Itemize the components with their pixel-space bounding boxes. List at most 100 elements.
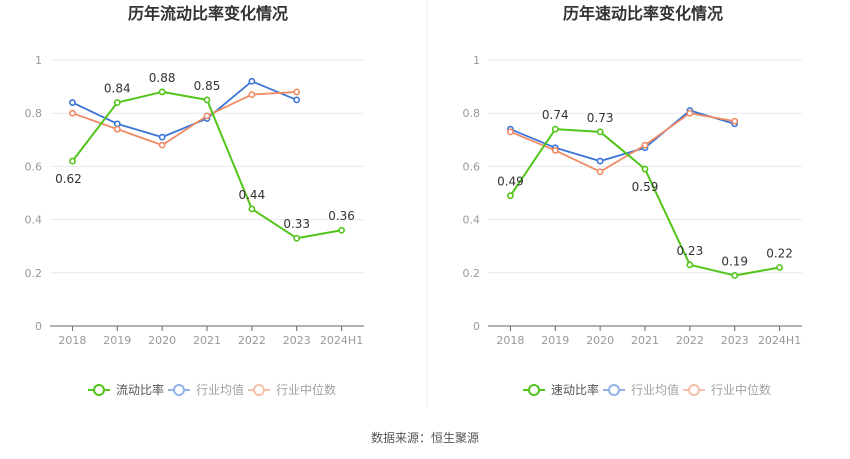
data-point (293, 96, 301, 104)
data-point (113, 125, 121, 133)
chart-title: 历年流动比率变化情况 (128, 4, 288, 23)
data-point (641, 141, 649, 149)
data-label: 0.23 (676, 244, 703, 258)
legend-marker (253, 384, 265, 396)
x-tick-label: 2018 (496, 334, 524, 347)
legend-marker (93, 384, 105, 396)
x-tick-label: 2021 (631, 334, 659, 347)
y-tick-label: 0.8 (463, 107, 481, 120)
data-label: 0.59 (632, 180, 659, 194)
legend-label: 流动比率 (116, 382, 164, 397)
legend-label: 速动比率 (551, 382, 599, 397)
data-point (69, 99, 76, 106)
data-point (248, 91, 256, 98)
data-point (551, 147, 559, 154)
x-tick-label: 2020 (148, 334, 176, 347)
data-point (596, 157, 604, 165)
chart-title: 历年速动比率变化情况 (563, 4, 723, 23)
x-tick-label: 2023 (283, 334, 311, 347)
legend-item-2: 行业均值 (603, 382, 679, 397)
x-tick-label: 2019 (541, 334, 569, 347)
legend-marker (688, 384, 700, 396)
data-point (596, 168, 604, 176)
y-tick-label: 0.6 (25, 160, 43, 173)
legend-label: 行业均值 (196, 382, 244, 397)
data-label: 0.84 (104, 82, 131, 96)
x-tick-label: 2024H1 (320, 334, 363, 347)
y-tick-label: 0.6 (463, 160, 481, 173)
data-label: 0.44 (238, 188, 265, 202)
series-line-3 (510, 112, 735, 173)
x-tick-label: 2019 (103, 334, 131, 347)
data-point (248, 77, 256, 85)
y-tick-label: 0.2 (463, 267, 481, 280)
series-line-3 (72, 91, 297, 147)
x-tick-label: 2023 (721, 334, 749, 347)
x-tick-label: 2021 (193, 334, 221, 347)
legend-item-2: 行业均值 (168, 382, 244, 397)
legend-marker (528, 384, 540, 396)
data-label: 0.88 (149, 71, 176, 85)
y-tick-label: 0 (473, 320, 480, 333)
legend-marker (173, 384, 185, 396)
data-point (641, 165, 649, 173)
legend-marker (608, 384, 620, 396)
legend-label: 行业均值 (631, 382, 679, 397)
chart-panel-2: 历年速动比率变化情况 0 0.2 0.4 0.6 0.8 1 2018 2019 2020 2021… (463, 4, 802, 397)
data-label: 0.49 (497, 175, 524, 189)
data-point (686, 261, 694, 269)
data-point (686, 109, 694, 117)
series-line-2 (72, 80, 298, 139)
data-label: 0.74 (542, 108, 569, 122)
data-point (596, 128, 604, 136)
data-point (203, 96, 211, 104)
legend-item-1: 速动比率 (523, 382, 599, 397)
x-tick-label: 2018 (58, 334, 86, 347)
data-label: 0.85 (194, 79, 221, 93)
legend-label: 行业中位数 (276, 382, 336, 397)
legend-item-3: 行业中位数 (248, 382, 336, 397)
data-point (69, 109, 76, 117)
data-point (551, 125, 559, 133)
data-point (338, 226, 345, 234)
legend-item-1: 流动比率 (88, 382, 164, 397)
data-point (293, 234, 301, 242)
data-point (731, 117, 739, 125)
data-point (158, 88, 166, 96)
data-point (203, 112, 211, 120)
data-point (113, 120, 121, 128)
x-tick-label: 2020 (586, 334, 614, 347)
data-label: 0.36 (328, 209, 355, 223)
data-point (776, 264, 783, 271)
x-tick-label: 2022 (676, 334, 704, 347)
y-tick-label: 1 (473, 54, 480, 67)
data-point (731, 272, 739, 279)
chart-panel-1: 历年流动比率变化情况 0 0.2 0.4 0.6 0.8 1 2018 2019 2020 2021… (25, 4, 364, 397)
y-tick-label: 0.2 (25, 267, 43, 280)
data-point (158, 141, 166, 149)
data-label: 0.62 (55, 172, 82, 186)
data-label: 0.33 (283, 217, 310, 231)
data-point (69, 157, 76, 165)
data-point (507, 128, 514, 136)
y-tick-label: 0.4 (463, 214, 481, 227)
y-tick-label: 0.8 (25, 107, 43, 120)
data-point (158, 133, 166, 141)
series-line-2 (510, 109, 735, 162)
legend-label: 行业中位数 (711, 382, 771, 397)
data-point (113, 99, 121, 106)
y-tick-label: 0 (35, 320, 42, 333)
data-source-note: 数据来源：恒生聚源 (370, 431, 479, 445)
data-label: 0.19 (721, 254, 748, 268)
x-tick-label: 2024H1 (758, 334, 801, 347)
legend-item-3: 行业中位数 (683, 382, 771, 397)
data-point (507, 192, 514, 200)
x-tick-label: 2022 (238, 334, 266, 347)
y-tick-label: 1 (35, 54, 42, 67)
data-point (248, 205, 256, 213)
data-label: 0.73 (587, 111, 614, 125)
data-point (293, 88, 301, 96)
data-label: 0.22 (766, 246, 793, 260)
y-tick-label: 0.4 (25, 214, 43, 227)
